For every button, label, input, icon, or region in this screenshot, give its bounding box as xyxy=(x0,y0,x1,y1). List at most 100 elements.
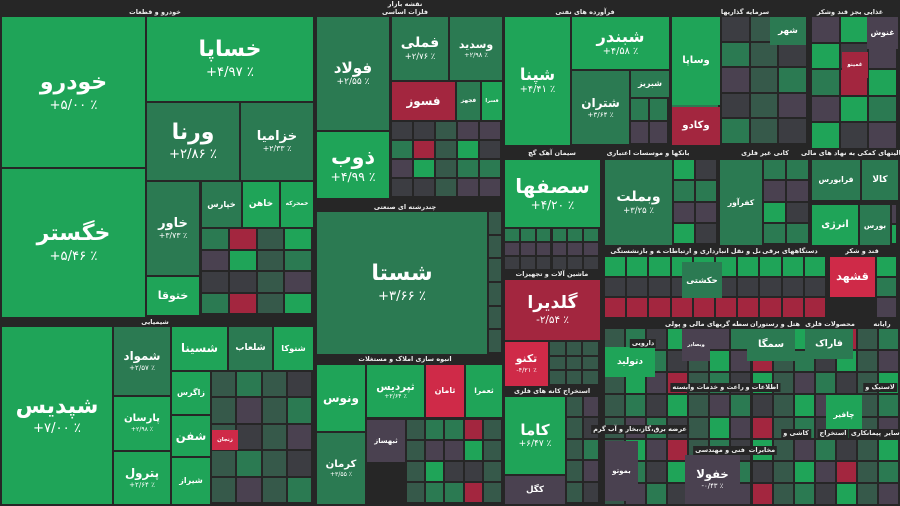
treemap-cell[interactable] xyxy=(722,93,749,118)
treemap-cell[interactable] xyxy=(840,123,868,148)
stock-tile[interactable]: انرژی xyxy=(812,205,858,245)
stock-tile[interactable]: شلعاب xyxy=(229,327,272,370)
treemap-cell[interactable] xyxy=(550,371,565,384)
treemap-cell[interactable] xyxy=(815,483,835,504)
treemap-cell[interactable] xyxy=(710,395,730,416)
treemap-cell[interactable] xyxy=(878,395,898,416)
treemap-cell[interactable] xyxy=(567,397,582,417)
treemap-cell[interactable] xyxy=(647,461,667,482)
treemap-cell[interactable] xyxy=(815,439,835,460)
stock-tile[interactable]: خودرو +۵/۰۰ ٪ xyxy=(2,17,145,167)
treemap-cell[interactable] xyxy=(237,398,261,423)
stock-tile[interactable]: کاما +۶/۴۷ ٪ xyxy=(505,397,565,474)
treemap-cell[interactable] xyxy=(650,99,667,120)
treemap-cell[interactable] xyxy=(731,395,751,416)
treemap-cell[interactable] xyxy=(552,229,567,241)
treemap-cell[interactable] xyxy=(647,483,667,504)
treemap-cell[interactable] xyxy=(287,477,311,502)
treemap-cell[interactable] xyxy=(407,462,425,481)
treemap-cell[interactable] xyxy=(566,371,582,384)
treemap-cell[interactable] xyxy=(668,483,688,504)
treemap-cell[interactable] xyxy=(480,122,500,139)
stock-tile[interactable]: فجهز xyxy=(457,82,480,120)
stock-tile[interactable]: سصفها +۴/۲۰ ٪ xyxy=(505,160,600,227)
treemap-cell[interactable] xyxy=(584,243,598,255)
treemap-cell[interactable] xyxy=(649,277,670,297)
treemap-cell[interactable] xyxy=(257,250,284,270)
stock-tile[interactable]: غمینو xyxy=(842,52,868,78)
treemap-cell[interactable] xyxy=(464,483,482,502)
treemap-cell[interactable] xyxy=(414,141,434,158)
treemap-cell[interactable] xyxy=(857,483,877,504)
treemap-cell[interactable] xyxy=(212,398,236,423)
treemap-cell[interactable] xyxy=(202,293,228,313)
treemap-cell[interactable] xyxy=(760,298,781,317)
treemap-cell[interactable] xyxy=(668,439,688,460)
treemap-cell[interactable] xyxy=(626,373,646,394)
stock-tile[interactable]: حکشتی xyxy=(682,262,722,298)
treemap-cell[interactable] xyxy=(505,257,519,269)
treemap-cell[interactable] xyxy=(436,141,456,158)
treemap-cell[interactable] xyxy=(627,298,648,317)
treemap-cell[interactable] xyxy=(202,250,228,270)
treemap-cell[interactable] xyxy=(857,351,877,372)
stock-tile[interactable]: کالا xyxy=(862,160,898,200)
treemap-cell[interactable] xyxy=(794,483,814,504)
stock-tile[interactable]: ثپردیس +۲/۶۴ ٪ xyxy=(367,365,424,417)
treemap-cell[interactable] xyxy=(647,395,667,416)
treemap-cell[interactable] xyxy=(567,418,582,438)
treemap-cell[interactable] xyxy=(520,229,535,241)
treemap-cell[interactable] xyxy=(426,420,444,439)
treemap-cell[interactable] xyxy=(812,70,839,95)
stock-tile[interactable]: کرمان +۳/۵۵ ٪ xyxy=(317,433,365,504)
treemap-cell[interactable] xyxy=(689,395,709,416)
treemap-cell[interactable] xyxy=(869,123,896,148)
treemap-cell[interactable] xyxy=(782,277,803,297)
stock-tile[interactable]: ختوقا xyxy=(147,277,199,315)
treemap-cell[interactable] xyxy=(480,179,500,196)
treemap-cell[interactable] xyxy=(878,439,898,460)
treemap-cell[interactable] xyxy=(552,257,567,269)
treemap-cell[interactable] xyxy=(287,451,311,476)
treemap-cell[interactable] xyxy=(750,93,778,118)
treemap-cell[interactable] xyxy=(812,43,839,69)
treemap-cell[interactable] xyxy=(647,439,667,460)
treemap-cell[interactable] xyxy=(483,483,501,502)
stock-tile[interactable]: شبندر +۴/۵۸ ٪ xyxy=(572,17,669,69)
treemap-cell[interactable] xyxy=(626,395,646,416)
stock-tile[interactable]: فولاد +۲/۵۵ ٪ xyxy=(317,17,389,130)
stock-tile[interactable]: ورنا +۲/۸۶ ٪ xyxy=(147,103,239,180)
treemap-cell[interactable] xyxy=(489,330,501,352)
treemap-cell[interactable] xyxy=(567,482,582,502)
treemap-cell[interactable] xyxy=(836,461,856,482)
treemap-cell[interactable] xyxy=(631,99,648,120)
treemap-cell[interactable] xyxy=(836,483,856,504)
treemap-cell[interactable] xyxy=(262,451,286,476)
treemap-cell[interactable] xyxy=(583,356,598,370)
treemap-cell[interactable] xyxy=(857,461,877,482)
treemap-cell[interactable] xyxy=(779,119,806,143)
treemap-cell[interactable] xyxy=(627,277,648,297)
stock-tile[interactable]: فسوز xyxy=(392,82,455,120)
treemap-cell[interactable] xyxy=(878,351,898,372)
treemap-cell[interactable] xyxy=(787,181,808,201)
treemap-cell[interactable] xyxy=(722,119,749,143)
stock-tile[interactable]: ونوس xyxy=(317,365,365,431)
treemap-cell[interactable] xyxy=(285,229,311,249)
stock-tile[interactable]: ثامان xyxy=(426,365,464,417)
stock-tile[interactable]: ثعمرا xyxy=(466,365,502,417)
treemap-cell[interactable] xyxy=(794,439,814,460)
treemap-cell[interactable] xyxy=(738,257,759,276)
treemap-cell[interactable] xyxy=(583,342,598,355)
treemap-cell[interactable] xyxy=(869,96,896,122)
stock-tile[interactable]: خمحرکه xyxy=(281,182,313,227)
treemap-cell[interactable] xyxy=(536,257,551,269)
stock-tile[interactable]: شتران +۳/۶۴ ٪ xyxy=(572,71,629,144)
stock-tile[interactable]: غنوش xyxy=(867,17,898,49)
treemap-cell[interactable] xyxy=(202,229,228,249)
treemap-cell[interactable] xyxy=(426,462,444,481)
treemap-cell[interactable] xyxy=(583,371,598,384)
treemap-cell[interactable] xyxy=(716,298,737,317)
stock-tile[interactable]: سمگا xyxy=(747,329,795,361)
treemap-cell[interactable] xyxy=(878,461,898,482)
